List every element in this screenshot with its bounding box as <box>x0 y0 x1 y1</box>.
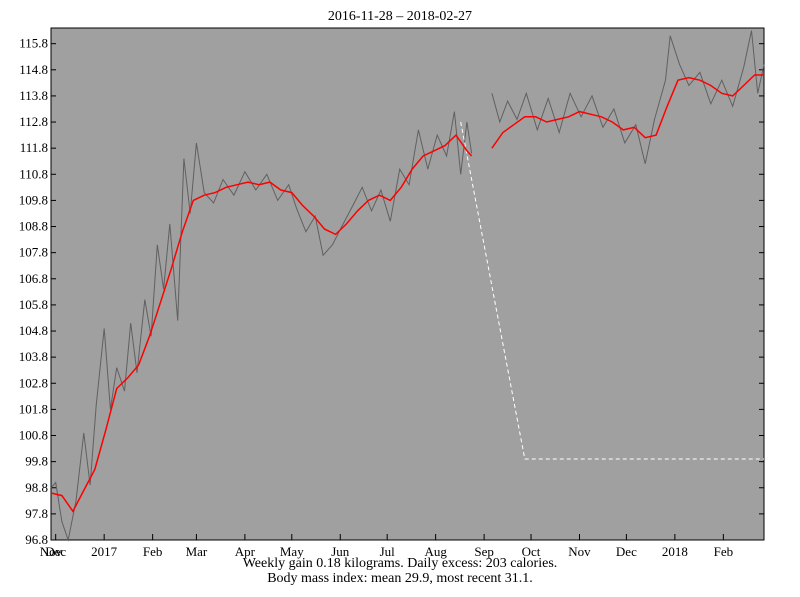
y-tick-label: 109.8 <box>19 192 48 207</box>
y-tick-label: 115.8 <box>19 36 48 51</box>
y-tick-label: 98.8 <box>25 480 48 495</box>
y-tick-label: 100.8 <box>19 428 48 443</box>
x-tick-label: Oct <box>522 544 541 559</box>
y-tick-label: 99.8 <box>25 454 48 469</box>
y-tick-label: 113.8 <box>19 88 48 103</box>
y-tick-label: 107.8 <box>19 245 48 260</box>
x-tick-label: Feb <box>143 544 163 559</box>
y-tick-label: 103.8 <box>19 349 48 364</box>
series-line-0 <box>50 133 473 513</box>
x-tick-label: Sep <box>474 544 494 559</box>
plot-area <box>50 27 765 541</box>
series-line-2 <box>460 121 764 460</box>
y-axis: 96.8 97.8 98.8 99.8 100.8 101.8 102.8 103.8 104.… <box>19 36 764 547</box>
x-tick-label: Feb <box>714 544 734 559</box>
y-tick-label: 110.8 <box>19 166 48 181</box>
x-tick-label: Dec <box>616 544 637 559</box>
y-tick-label: 114.8 <box>19 62 48 77</box>
y-tick-label: 111.8 <box>20 140 48 155</box>
chart-title: 2016-11-28 – 2018-02-27 <box>328 9 472 24</box>
x-tick-label: Nov <box>568 544 591 559</box>
x-tick-label: Mar <box>186 544 208 559</box>
y-tick-label: 101.8 <box>19 401 48 416</box>
y-tick-label: 105.8 <box>19 297 48 312</box>
series-line-0 <box>491 74 764 149</box>
x-tick-label: Aug <box>424 544 447 559</box>
x-tick-label: Jun <box>331 544 350 559</box>
x-tick-label: Apr <box>235 544 256 559</box>
x-tick-label: May <box>280 544 304 559</box>
y-tick-label: 108.8 <box>19 219 48 234</box>
x-tick-label: Jul <box>380 544 396 559</box>
series-line-1 <box>491 30 765 164</box>
series-layer <box>50 30 765 542</box>
y-tick-label: 96.8 <box>25 532 48 547</box>
x-tick-label: Nov <box>40 544 63 559</box>
x-tick-label: Dec <box>45 544 66 559</box>
caption-weekly-gain: Weekly gain 0.18 kilograms. Daily excess… <box>242 556 558 571</box>
y-tick-label: 97.8 <box>25 506 48 521</box>
x-tick-label: 2017 <box>91 544 118 559</box>
caption-bmi: Body mass index: mean 29.9, most recent … <box>267 571 533 586</box>
series-line-1 <box>50 111 473 542</box>
y-tick-label: 106.8 <box>19 271 48 286</box>
x-tick-label: 2018 <box>662 544 688 559</box>
y-tick-label: 104.8 <box>19 323 48 338</box>
y-tick-label: 112.8 <box>19 114 48 129</box>
y-tick-label: 102.8 <box>19 375 48 390</box>
